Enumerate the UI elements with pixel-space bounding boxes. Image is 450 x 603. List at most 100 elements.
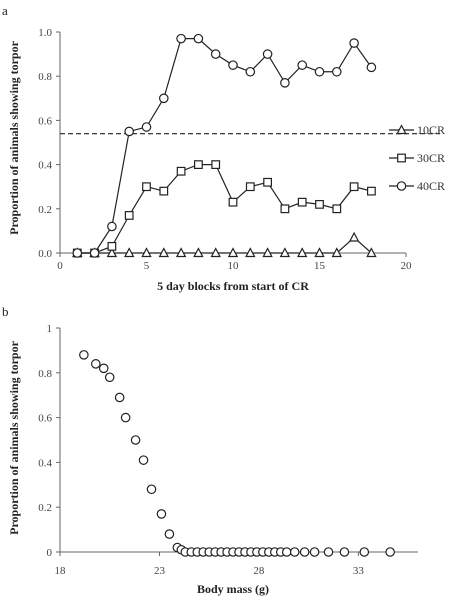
series-30CR-point xyxy=(349,182,359,192)
series-30CR-point xyxy=(315,199,324,209)
series-30CR-point xyxy=(280,204,290,214)
series-40CR-point xyxy=(210,49,221,59)
series-40CR-point xyxy=(176,33,186,44)
panel-a-y-tick-label: 0.2 xyxy=(38,204,52,216)
panel-b-y-tick-label: 0.2 xyxy=(38,502,52,514)
scatter-point xyxy=(323,547,334,557)
series-30CR-point xyxy=(297,197,307,207)
series-30CR-point xyxy=(194,160,203,170)
panel-a-y-tick-label: 0.6 xyxy=(38,115,52,127)
panel-a-x-tick-label: 20 xyxy=(401,260,413,272)
panel-b-x-tick-label: 33 xyxy=(353,565,365,577)
series-10CR-point xyxy=(366,247,377,258)
panel-a-x-tick-label: 5 xyxy=(144,260,150,272)
series-10CR-point xyxy=(331,247,342,258)
panel-a-x-tick-label: 10 xyxy=(228,260,240,272)
series-30CR-line xyxy=(77,164,372,254)
scatter-point xyxy=(98,363,109,374)
series-40CR-point xyxy=(89,248,100,258)
series-10CR-point xyxy=(175,247,187,258)
series-10CR-point xyxy=(314,247,325,258)
scatter-point xyxy=(138,455,149,465)
series-10CR-point xyxy=(158,247,169,258)
panel-a-y-tick-label: 0.4 xyxy=(38,160,52,172)
series-30CR-point xyxy=(124,211,134,220)
series-30CR-point xyxy=(263,177,272,187)
panel-b-y-tick-label: 0.4 xyxy=(38,457,52,469)
panel-b-y-tick-label: 0 xyxy=(47,547,53,559)
series-10CR-point xyxy=(124,247,135,258)
scatter-point xyxy=(339,547,350,557)
series-10CR-point xyxy=(210,247,221,258)
panel-b-y-tick-label: 0.8 xyxy=(38,368,52,380)
series-40CR-point xyxy=(159,93,169,104)
panel-a-y-tick-label: 0.8 xyxy=(38,71,52,83)
series-40CR-point xyxy=(72,248,83,258)
scatter-point xyxy=(146,484,157,495)
scatter-point xyxy=(156,509,167,519)
series-10CR-point xyxy=(348,231,360,242)
panel-b-x-tick-label: 18 xyxy=(55,565,67,577)
series-10CR-point xyxy=(279,247,291,258)
panel-a-x-tick-label: 15 xyxy=(314,260,326,272)
legend-10CR-marker xyxy=(396,124,407,135)
series-40CR-point xyxy=(107,221,117,232)
series-10CR-point xyxy=(106,247,118,258)
series-40CR-point xyxy=(193,33,204,44)
legend-30CR-marker xyxy=(397,153,406,163)
scatter-point xyxy=(359,547,370,557)
series-30CR-point xyxy=(367,186,376,196)
series-40CR-point xyxy=(228,60,238,70)
series-40CR-point xyxy=(349,38,359,48)
series-40CR-point xyxy=(124,126,134,137)
panel-a-y-axis-label: Proportion of animals showing torpor xyxy=(7,40,21,234)
series-10CR-point xyxy=(262,247,273,258)
panel-a-y-tick-label: 1.0 xyxy=(38,27,52,39)
series-10CR-point xyxy=(297,247,308,258)
series-30CR-point xyxy=(142,182,151,192)
scatter-point xyxy=(299,547,310,557)
scatter-point xyxy=(281,547,292,557)
series-40CR-point xyxy=(297,60,307,70)
series-30CR-point xyxy=(211,160,221,170)
panel-b-x-tick-label: 28 xyxy=(253,565,265,577)
scatter-point xyxy=(289,547,300,557)
series-10CR-line xyxy=(77,236,372,254)
series-10CR-point xyxy=(141,247,152,258)
legend-40CR-label: 40CR xyxy=(417,179,445,193)
scatter-point xyxy=(130,435,141,445)
scatter-point xyxy=(91,359,101,369)
series-30CR-point xyxy=(245,182,255,192)
series-40CR-point xyxy=(141,122,152,132)
series-10CR-point xyxy=(227,247,239,258)
panel-a-label: a xyxy=(2,3,8,18)
legend-40CR-marker xyxy=(396,181,407,191)
series-40CR-line xyxy=(77,38,372,254)
series-40CR-point xyxy=(280,78,290,88)
series-30CR-point xyxy=(107,241,117,251)
series-40CR-point xyxy=(314,66,325,77)
series-40CR-point xyxy=(366,62,377,73)
series-10CR-point xyxy=(245,247,256,258)
panel-b-x-tick-label: 23 xyxy=(154,565,166,577)
scatter-point xyxy=(385,547,395,557)
scatter-point xyxy=(114,392,125,403)
legend-10CR-label: 10CR xyxy=(417,123,445,137)
panel-a-y-tick-label: 0.0 xyxy=(38,248,52,260)
panel-b-y-tick-label: 0.6 xyxy=(38,413,52,425)
series-30CR-point xyxy=(176,166,186,176)
scatter-point xyxy=(79,350,89,360)
panel-b-y-axis-label: Proportion of animals showing torpor xyxy=(7,340,21,534)
series-30CR-point xyxy=(159,186,169,196)
panel-b-scatter-chart: b Proportion of animals showing torpor B… xyxy=(2,304,418,596)
scatter-point xyxy=(104,372,115,383)
legend-30CR-label: 30CR xyxy=(417,151,445,165)
scatter-point xyxy=(309,547,320,557)
series-40CR-point xyxy=(245,66,256,77)
panel-b-label: b xyxy=(2,304,9,319)
series-30CR-point xyxy=(228,197,238,207)
series-30CR-point xyxy=(332,204,342,214)
series-40CR-point xyxy=(331,66,342,77)
panel-a-x-tick-label: 0 xyxy=(57,260,63,272)
